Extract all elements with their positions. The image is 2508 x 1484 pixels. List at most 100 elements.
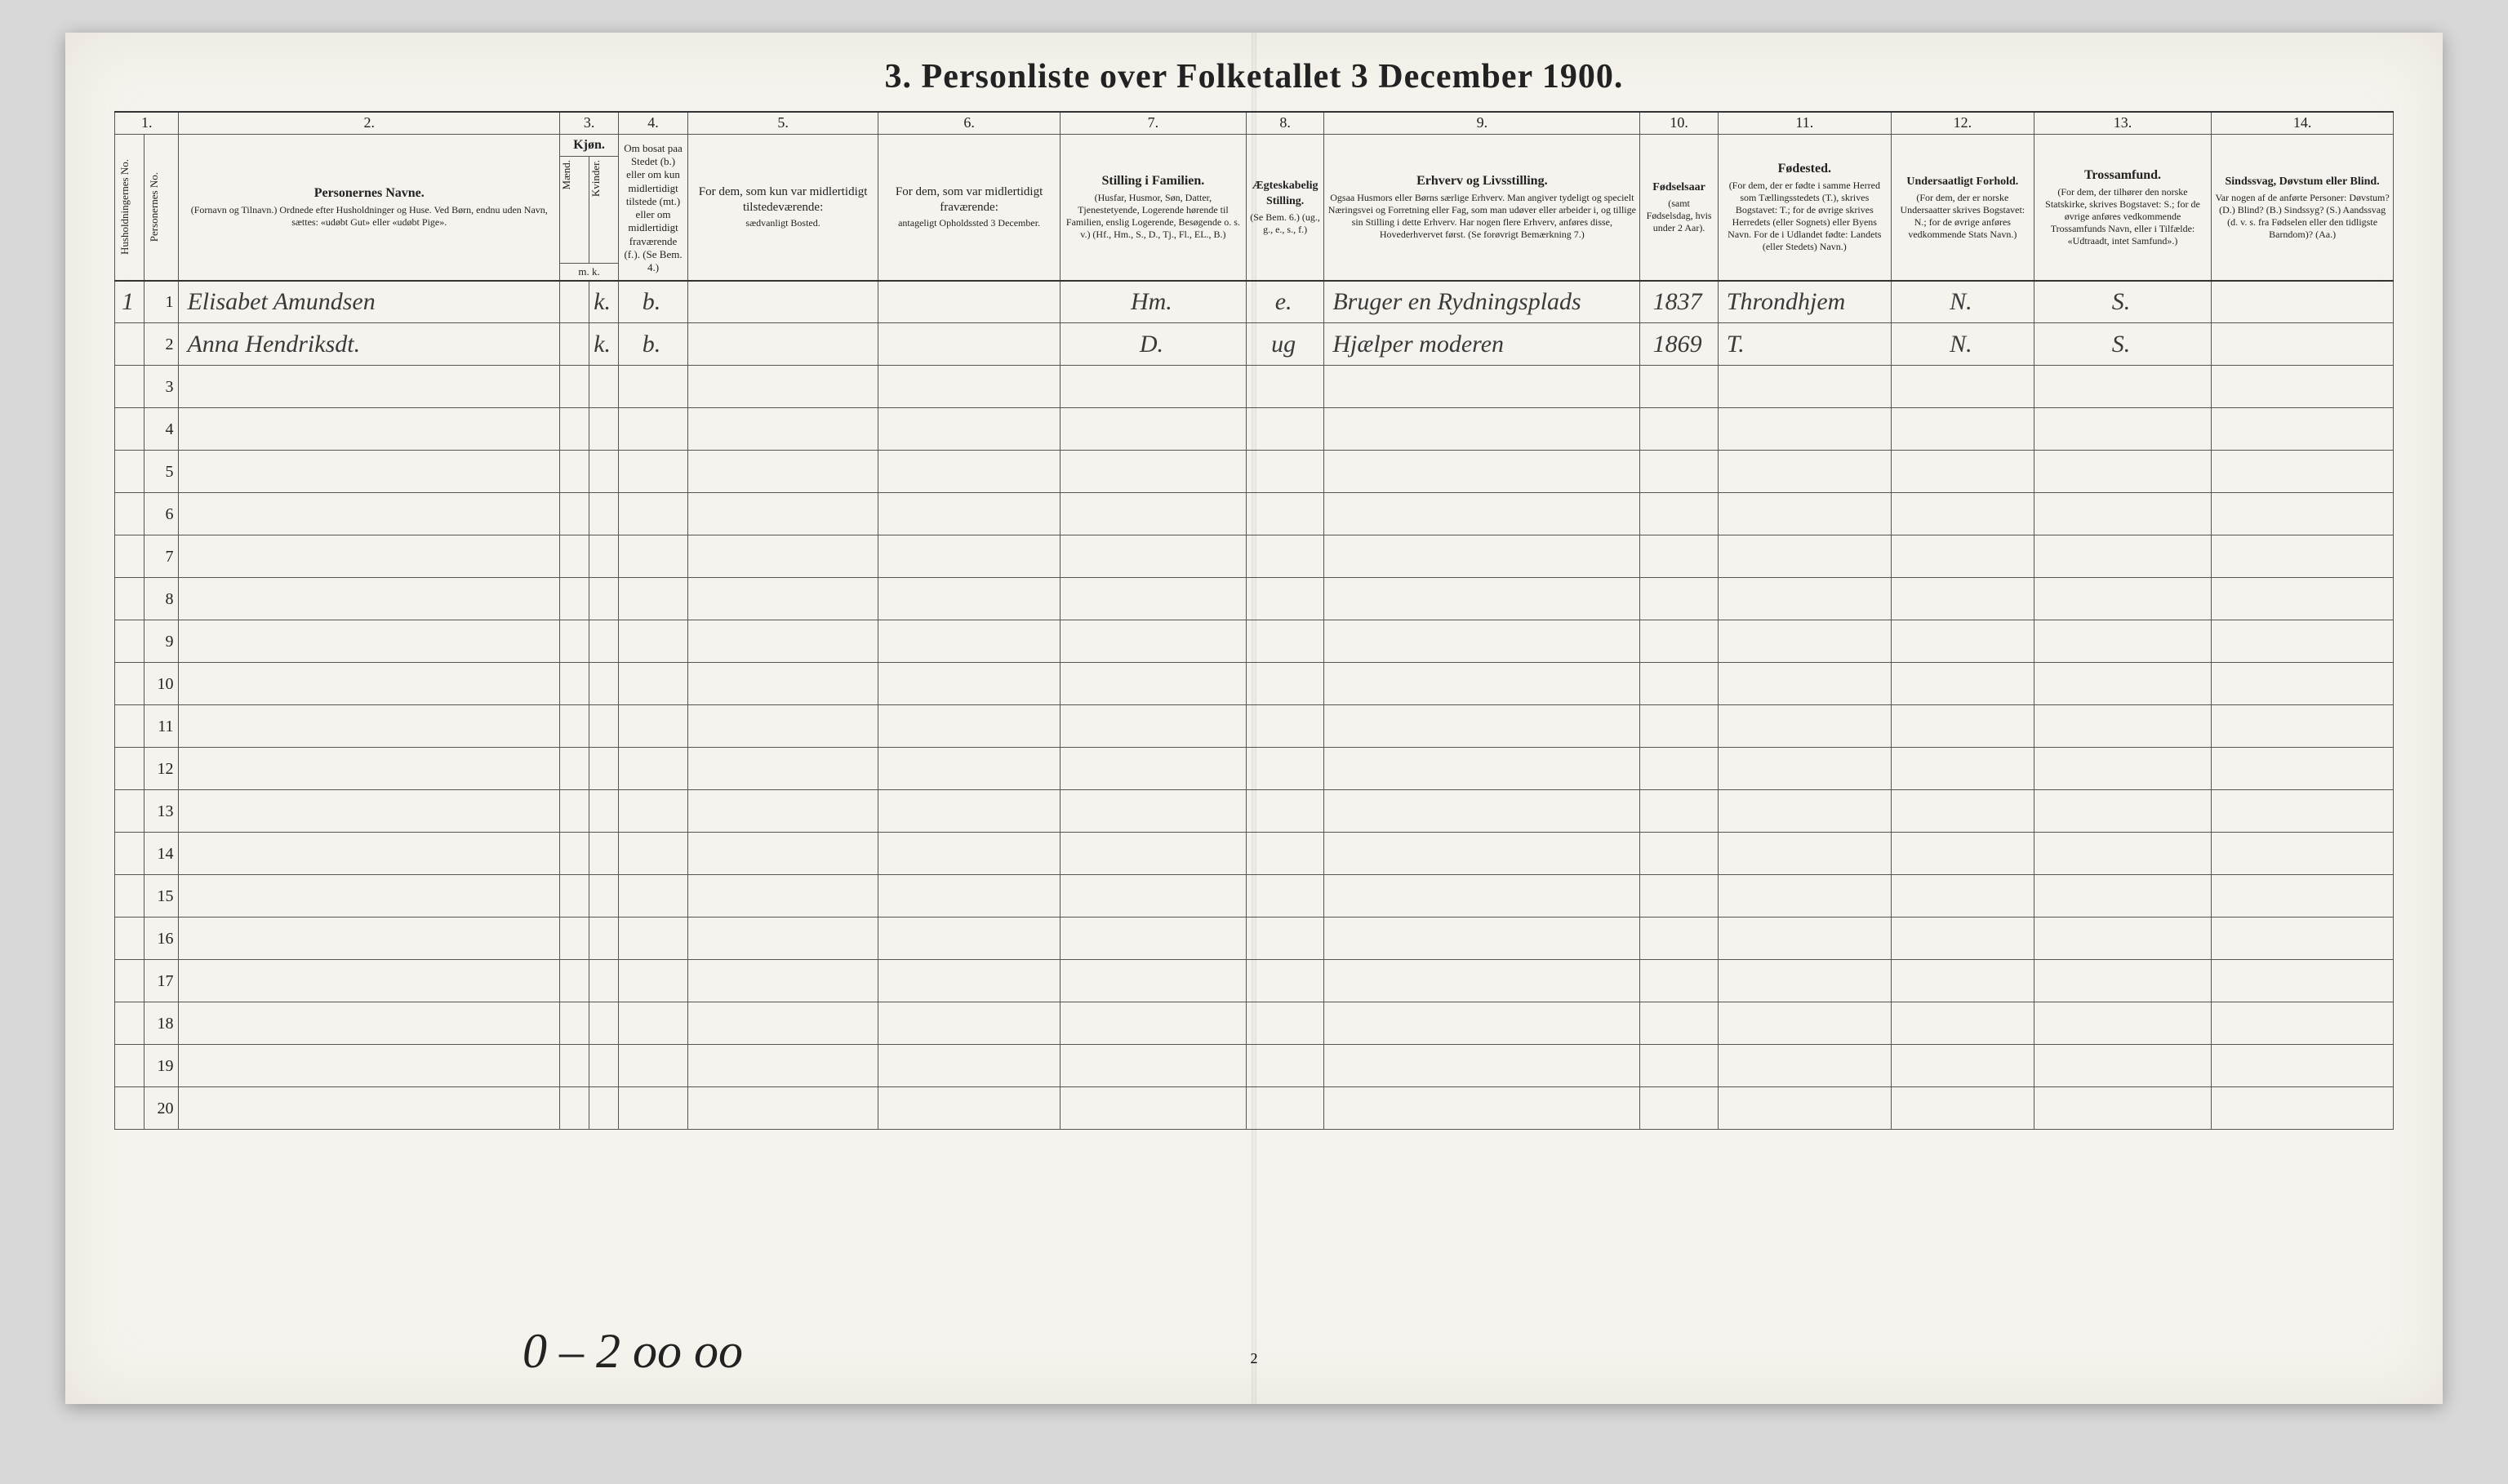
cell-c8 (1246, 833, 1323, 875)
cell-c12 (1891, 663, 2034, 705)
table-row: 3 (115, 366, 2394, 408)
cell-c6 (878, 451, 1061, 493)
cell-c8 (1246, 918, 1323, 960)
cell-c5 (687, 408, 878, 451)
cell-c7 (1060, 960, 1246, 1002)
cell-name (179, 366, 560, 408)
cell-c5 (687, 493, 878, 535)
cell-m (560, 451, 589, 493)
table-row: 12 (115, 748, 2394, 790)
cell-c14 (2212, 875, 2394, 918)
cell-c9 (1324, 408, 1640, 451)
table-row: 17 (115, 960, 2394, 1002)
cell-c7 (1060, 578, 1246, 620)
cell-bf (619, 366, 688, 408)
cell-c7 (1060, 918, 1246, 960)
cell-hh (115, 323, 145, 366)
cell-c11 (1718, 451, 1891, 493)
cell-c11 (1718, 408, 1891, 451)
cell-name (179, 833, 560, 875)
cell-c6 (878, 578, 1061, 620)
cell-c5 (687, 281, 878, 323)
cell-c13 (2034, 705, 2211, 748)
cell-c14 (2212, 451, 2394, 493)
cell-m (560, 1087, 589, 1130)
table-row: 9 (115, 620, 2394, 663)
hdr-trossamfund: Trossamfund. (For dem, der tilhører den … (2034, 134, 2211, 281)
cell-hh (115, 535, 145, 578)
cell-c14 (2212, 281, 2394, 323)
cell-c13 (2034, 535, 2211, 578)
cell-m (560, 663, 589, 705)
cell-c14 (2212, 918, 2394, 960)
cell-c12 (1891, 1045, 2034, 1087)
census-table: 1. 2. 3. 4. 5. 6. 7. 8. 9. 10. 11. 12. 1… (114, 111, 2394, 1130)
cell-m (560, 535, 589, 578)
cell-c6 (878, 281, 1061, 323)
cell-k (589, 451, 619, 493)
cell-c11 (1718, 1002, 1891, 1045)
cell-c8 (1246, 790, 1323, 833)
cell-c8 (1246, 663, 1323, 705)
cell-m (560, 281, 589, 323)
cell-c14 (2212, 790, 2394, 833)
cell-c8 (1246, 620, 1323, 663)
cell-c9 (1324, 748, 1640, 790)
table-row: 2Anna Hendriksdt.k.b.D.ugHjælper moderen… (115, 323, 2394, 366)
cell-c14 (2212, 578, 2394, 620)
cell-bf: b. (619, 281, 688, 323)
cell-c6 (878, 323, 1061, 366)
cell-bf (619, 960, 688, 1002)
cell-c5 (687, 960, 878, 1002)
cell-name (179, 451, 560, 493)
cell-bf (619, 620, 688, 663)
cell-c11 (1718, 875, 1891, 918)
cell-c6 (878, 833, 1061, 875)
cell-c6 (878, 1002, 1061, 1045)
colnum-8: 8. (1246, 112, 1323, 134)
cell-m (560, 578, 589, 620)
cell-c9 (1324, 705, 1640, 748)
cell-c12 (1891, 1087, 2034, 1130)
hdr-navne: Personernes Navne. (Fornavn og Tilnavn.)… (179, 134, 560, 281)
cell-pn: 1 (145, 281, 179, 323)
cell-m (560, 1002, 589, 1045)
table-row: 13 (115, 790, 2394, 833)
cell-c12 (1891, 493, 2034, 535)
cell-pn: 12 (145, 748, 179, 790)
cell-c7 (1060, 1087, 1246, 1130)
cell-pn: 8 (145, 578, 179, 620)
cell-c13 (2034, 1045, 2211, 1087)
cell-c14 (2212, 960, 2394, 1002)
cell-c6 (878, 366, 1061, 408)
cell-c6 (878, 960, 1061, 1002)
cell-pn: 18 (145, 1002, 179, 1045)
colnum-7: 7. (1060, 112, 1246, 134)
cell-m (560, 790, 589, 833)
cell-c10 (1640, 705, 1718, 748)
cell-c14 (2212, 1045, 2394, 1087)
hdr-stilling-familie: Stilling i Familien. (Husfar, Husmor, Sø… (1060, 134, 1246, 281)
cell-c14 (2212, 408, 2394, 451)
cell-name (179, 1045, 560, 1087)
cell-c11 (1718, 1087, 1891, 1130)
cell-m (560, 833, 589, 875)
hdr-husholdning: Husholdningernes No. (115, 134, 145, 281)
colnum-10: 10. (1640, 112, 1718, 134)
colnum-13: 13. (2034, 112, 2211, 134)
cell-m (560, 705, 589, 748)
cell-pn: 15 (145, 875, 179, 918)
cell-m (560, 960, 589, 1002)
cell-c9: Bruger en Rydningsplads (1324, 281, 1640, 323)
cell-c10 (1640, 918, 1718, 960)
cell-name (179, 493, 560, 535)
cell-hh (115, 833, 145, 875)
cell-c5 (687, 451, 878, 493)
cell-c8 (1246, 408, 1323, 451)
cell-hh (115, 578, 145, 620)
cell-c10 (1640, 1087, 1718, 1130)
cell-c8 (1246, 748, 1323, 790)
cell-k (589, 833, 619, 875)
colnum-3: 3. (560, 112, 619, 134)
cell-name (179, 960, 560, 1002)
